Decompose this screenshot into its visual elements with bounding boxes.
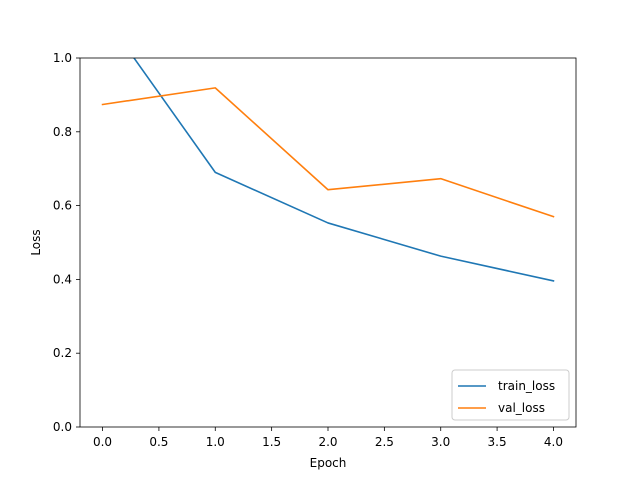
- legend: train_loss val_loss: [451, 369, 570, 421]
- y-tick-label: 0.6: [53, 199, 72, 213]
- y-tick-label: 0.4: [53, 272, 72, 286]
- x-tick-label: 2.0: [318, 435, 337, 449]
- series-line-train-loss: [133, 58, 555, 282]
- y-tick-label: 1.0: [53, 51, 72, 65]
- series-layer: [101, 58, 555, 282]
- plot-area: [80, 58, 576, 427]
- x-tick-label: 3.5: [488, 435, 507, 449]
- y-tick-label: 0.0: [53, 420, 72, 434]
- legend-items: train_loss val_loss: [458, 379, 555, 415]
- x-axis-ticks: 0.0 0.5 1.0 1.5 2.0 2.5 3.0 3.5 4.0: [93, 427, 563, 449]
- legend-label-train-loss: train_loss: [498, 379, 555, 393]
- x-tick-label: 1.0: [206, 435, 225, 449]
- y-tick-label: 0.8: [53, 125, 72, 139]
- x-tick-label: 4.0: [544, 435, 563, 449]
- y-axis-label: Loss: [29, 229, 43, 255]
- x-tick-label: 2.5: [375, 435, 394, 449]
- x-tick-label: 1.5: [262, 435, 281, 449]
- x-axis-label: Epoch: [310, 456, 347, 470]
- y-tick-label: 0.2: [53, 346, 72, 360]
- x-tick-label: 3.0: [431, 435, 450, 449]
- x-tick-label: 0.0: [93, 435, 112, 449]
- y-axis-ticks: 0.0 0.2 0.4 0.6 0.8 1.0: [53, 51, 80, 434]
- legend-label-val-loss: val_loss: [498, 401, 545, 415]
- x-tick-label: 0.5: [149, 435, 168, 449]
- series-line-val-loss: [101, 87, 555, 218]
